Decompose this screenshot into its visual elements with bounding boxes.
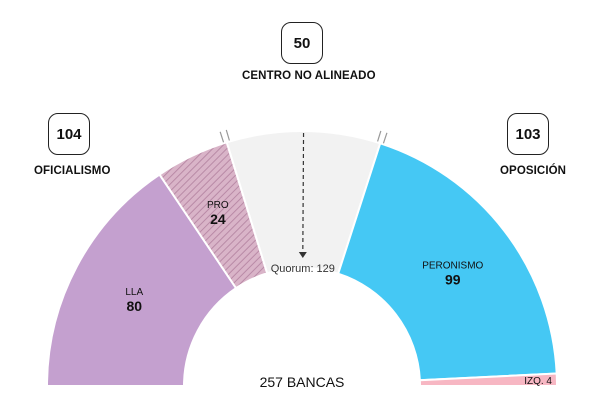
slice-value-pro: 24 bbox=[210, 211, 226, 227]
left-total-box: 104 bbox=[48, 113, 90, 155]
slice-izq bbox=[418, 372, 559, 387]
center-group-label: CENTRO NO ALINEADO bbox=[242, 70, 376, 82]
slice-value-lla: 80 bbox=[126, 298, 142, 314]
slice-value-peronismo: 99 bbox=[445, 271, 461, 287]
slice-label-pro: PRO bbox=[207, 200, 229, 211]
quorum-label: Quorum: 129 bbox=[271, 263, 335, 275]
quorum-arrow bbox=[298, 252, 307, 259]
right-group-label: OPOSICIÓN bbox=[500, 165, 567, 177]
slice-label-izq: IZQ. 4 bbox=[524, 376, 552, 387]
group-separator-tick bbox=[382, 132, 388, 144]
total-seats-label: 257 BANCAS bbox=[260, 374, 345, 390]
left-group-label: OFICIALISMO bbox=[34, 165, 111, 177]
center-total-value: 50 bbox=[293, 34, 311, 52]
slice-label-peronismo: PERONISMO bbox=[422, 260, 483, 271]
right-total-value: 103 bbox=[515, 125, 541, 143]
quorum-line bbox=[302, 133, 305, 253]
slice-label-lla: LLA bbox=[125, 287, 143, 298]
slice-peronismo bbox=[336, 142, 558, 382]
group-separator-tick bbox=[219, 131, 225, 143]
center-total-box: 50 bbox=[281, 22, 323, 64]
right-total-box: 103 bbox=[507, 113, 549, 155]
left-total-value: 104 bbox=[56, 125, 82, 143]
group-separator-tick bbox=[377, 130, 382, 142]
group-separator-tick bbox=[225, 129, 230, 141]
slice-lla bbox=[45, 173, 238, 387]
